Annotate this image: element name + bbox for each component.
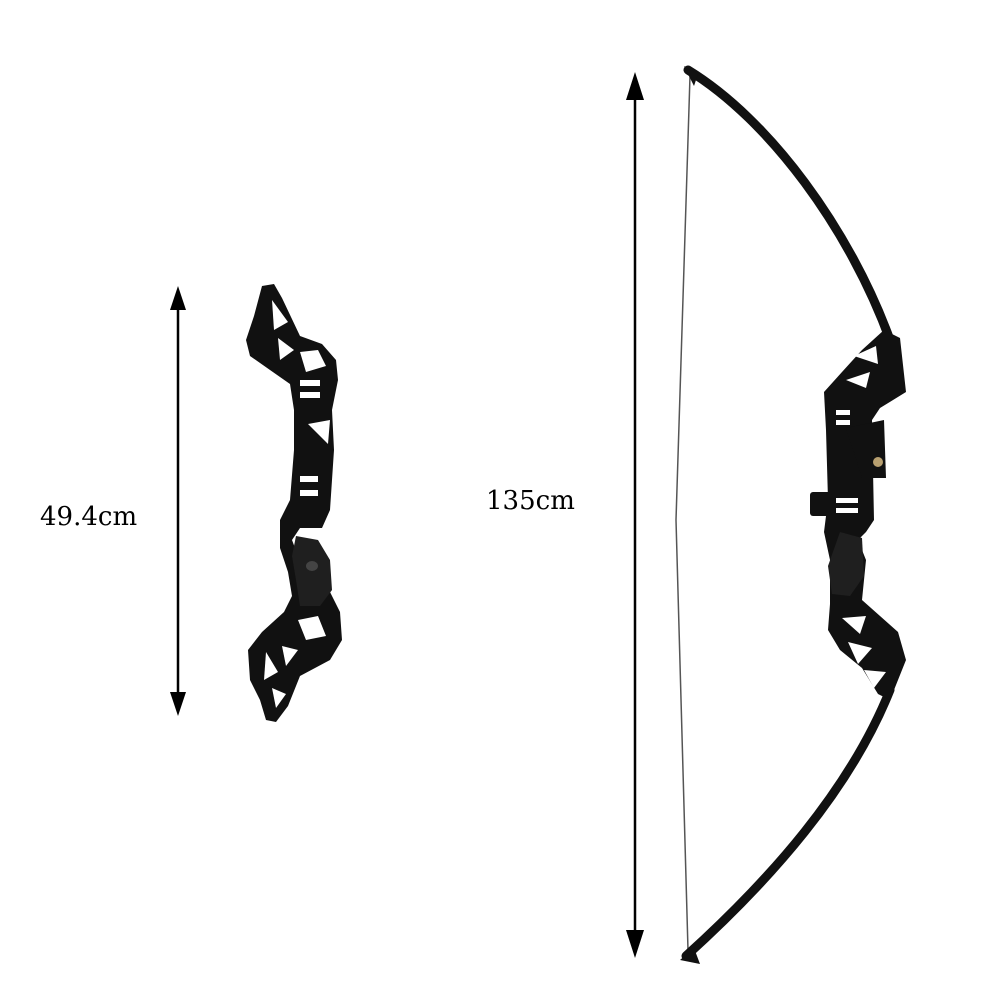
riser-dimension-arrow	[170, 286, 186, 716]
bow-dimension-arrow	[626, 72, 644, 958]
bow-length-label: 135cm	[486, 486, 575, 516]
bow-image	[675, 65, 906, 964]
riser-image	[246, 284, 342, 722]
riser-length-label: 49.4cm	[40, 502, 138, 532]
